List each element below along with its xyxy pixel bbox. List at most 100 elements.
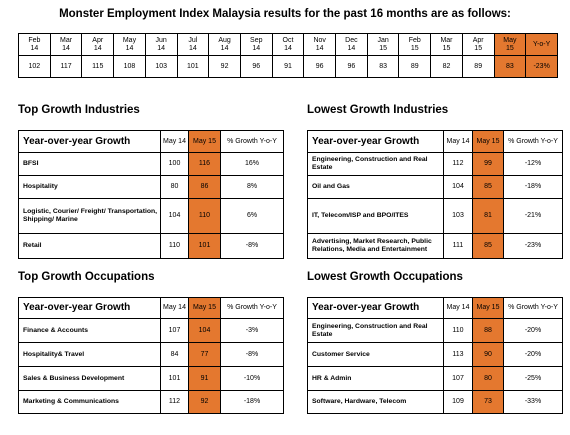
data-row: Advertising, Market Research, Public Rel…: [307, 233, 563, 259]
index-value: 89: [398, 55, 432, 78]
month-header: Jun 14: [144, 33, 178, 56]
data-row: Hospitality 80 86 8%: [18, 175, 284, 199]
may15-value: 81: [472, 198, 504, 234]
month-header: May 15: [493, 33, 527, 56]
header-label: Year-over-year Growth: [307, 297, 444, 319]
year: 14: [220, 44, 229, 52]
month-header: Feb 15: [398, 33, 432, 56]
data-row: Customer Service 113 90 -20%: [307, 342, 563, 367]
month: Jun: [155, 36, 167, 44]
index-value: 115: [81, 55, 115, 78]
month: Oct: [282, 36, 294, 44]
growth-value: -23%: [503, 233, 563, 259]
header-label: Year-over-year Growth: [18, 297, 161, 319]
month: Aug: [218, 36, 231, 44]
index-value: 83: [493, 55, 527, 78]
row-name: HR & Admin: [307, 366, 444, 391]
growth-value: -3%: [220, 318, 284, 343]
index-value: 92: [208, 55, 241, 78]
year: 14: [252, 44, 261, 52]
index-value: 96: [303, 55, 337, 78]
growth-table: Year-over-year Growth May 14 May 15% Growt…: [307, 130, 563, 259]
data-row: Hospitality& Travel 84 77 -8%: [18, 342, 284, 367]
may14-value: 112: [160, 390, 189, 414]
month: Nov: [313, 36, 326, 44]
header-row: Year-over-year Growth May 14 May 15% Growt…: [307, 130, 563, 153]
header-row: Year-over-year Growth May 14 May 15% Growt…: [18, 297, 284, 319]
header-label: Year-over-year Growth: [307, 130, 444, 153]
month-header: Jan 15: [366, 33, 400, 56]
data-row: Oil and Gas 104 85 -18%: [307, 175, 563, 199]
growth-value: -18%: [503, 175, 563, 199]
may15-value: 88: [472, 318, 504, 343]
may14-value: 111: [443, 233, 473, 259]
row-name: Logistic, Courier/ Freight/ Transportati…: [18, 198, 161, 234]
row-name: Sales & Business Development: [18, 366, 161, 391]
index-value: 89: [461, 55, 495, 78]
row-name: Hospitality: [18, 175, 161, 199]
growth-table: Year-over-year Growth May 14 May 15% Growt…: [18, 130, 284, 259]
row-name: Advertising, Market Research, Public Rel…: [307, 233, 444, 259]
month-header: Oct 14: [271, 33, 305, 56]
year: 14: [188, 44, 197, 52]
month: Apr: [92, 36, 104, 44]
data-row: BFSI 100 116 16%: [18, 152, 284, 176]
may14-value: 84: [160, 342, 189, 367]
may14-value: 107: [443, 366, 473, 391]
row-name: Marketing & Communications: [18, 390, 161, 414]
header-may14: May 14: [160, 297, 189, 319]
month-header: Apr 15: [461, 33, 495, 56]
growth-value: -18%: [220, 390, 284, 414]
growth-value: -8%: [220, 342, 284, 367]
data-row: IT, Telecom/ISP and BPO/ITES 103 81 -21%: [307, 198, 563, 234]
header-may15: May 15: [472, 130, 504, 153]
may14-value: 109: [443, 390, 473, 414]
page-title: Monster Employment Index Malaysia result…: [59, 8, 511, 20]
may15-value: 110: [188, 198, 221, 234]
header-row: Year-over-year Growth May 14 May 15% Growt…: [18, 130, 284, 153]
row-name: Oil and Gas: [307, 175, 444, 199]
year: 14: [284, 44, 292, 52]
may15-value: 85: [472, 233, 504, 259]
data-row: Software, Hardware, Telecom 109 73 -33%: [307, 390, 563, 414]
data-row: Finance & Accounts 107 104 -3%: [18, 318, 284, 343]
month-header: Feb 14: [18, 33, 51, 56]
may15-value: 91: [188, 366, 221, 391]
yoy-header: Y-o-Y: [525, 33, 558, 56]
index-value: 108: [113, 55, 146, 78]
index-value: 101: [176, 55, 210, 78]
row-name: Software, Hardware, Telecom: [307, 390, 444, 414]
may14-value: 101: [160, 366, 189, 391]
may14-value: 107: [160, 318, 189, 343]
growth-table: Year-over-year Growth May 14 May 15% Growt…: [18, 297, 284, 414]
header-growth: % Growth Y-o-Y: [220, 297, 284, 319]
month: Dec: [345, 36, 358, 44]
month-header: May 14: [113, 33, 146, 56]
may14-value: 113: [443, 342, 473, 367]
header-label: Year-over-year Growth: [18, 130, 161, 153]
may14-value: 112: [443, 152, 473, 176]
year: 14: [157, 44, 166, 52]
header-may14: May 14: [160, 130, 189, 153]
row-name: Engineering, Construction and Real Estat…: [307, 152, 444, 176]
data-row: Engineering, Construction and Real Estat…: [307, 318, 563, 343]
growth-value: -33%: [503, 390, 563, 414]
index-table: Feb 14 Mar 14 Apr 14 May 14 Jun 14 Jul 14 Aug 14 Sep 14…: [18, 33, 558, 78]
row-name: Retail: [18, 233, 161, 259]
row-name: IT, Telecom/ISP and BPO/ITES: [307, 198, 444, 234]
year: 14: [315, 44, 324, 52]
growth-value: 6%: [220, 198, 284, 234]
month-header: Jul 14: [176, 33, 210, 56]
row-name: BFSI: [18, 152, 161, 176]
month-header: Mar 14: [49, 33, 83, 56]
yoy-value: -23%: [525, 55, 558, 78]
month: Mar: [60, 36, 73, 44]
may15-value: 73: [472, 390, 504, 414]
index-value: 83: [366, 55, 400, 78]
month: Mar: [440, 36, 453, 44]
month: Jan: [377, 36, 389, 44]
data-row: Engineering, Construction and Real Estat…: [307, 152, 563, 176]
header-row: Year-over-year Growth May 14 May 15% Growt…: [307, 297, 563, 319]
may15-value: 104: [188, 318, 221, 343]
